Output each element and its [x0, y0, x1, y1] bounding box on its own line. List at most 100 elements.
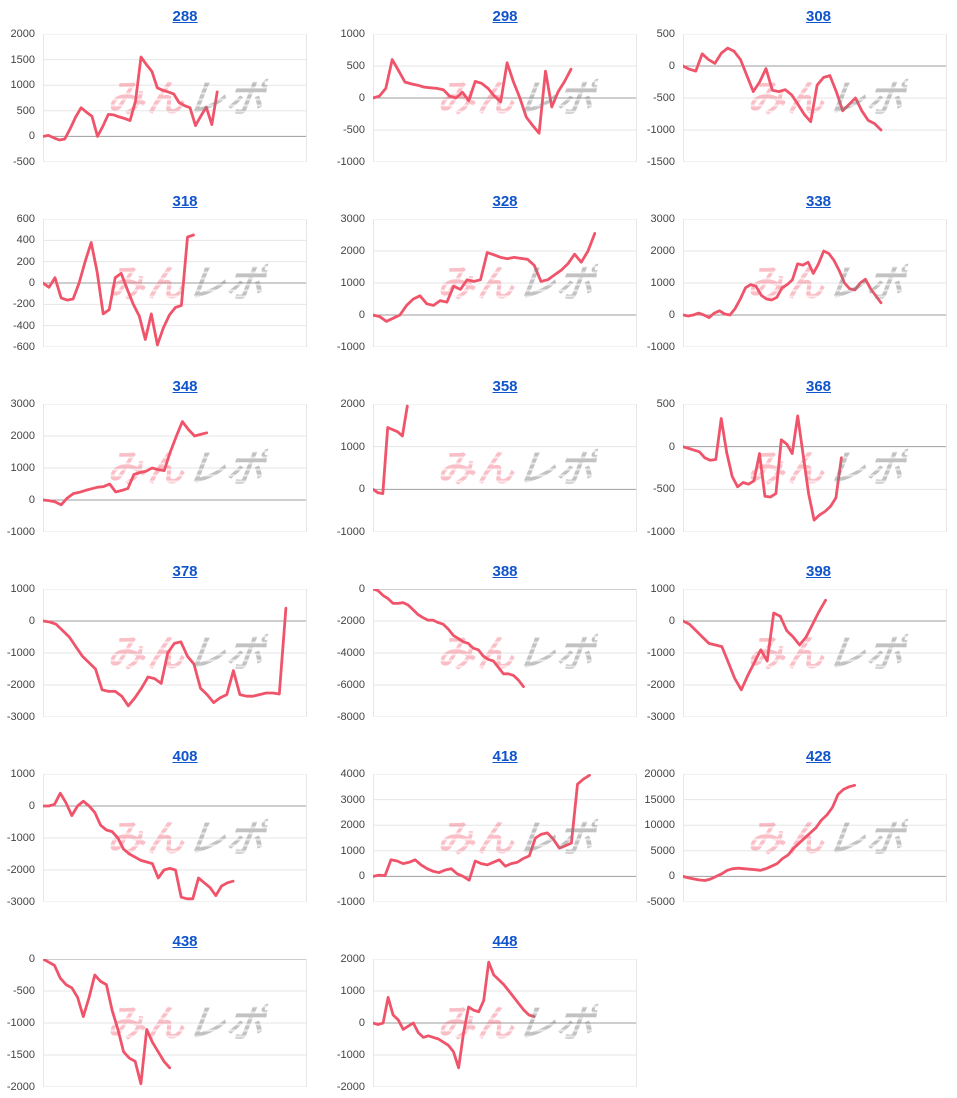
line-plot	[373, 589, 637, 717]
y-tick-label: -2000	[336, 1081, 365, 1093]
y-axis-labels: 2000 1000 0 -1000	[330, 398, 370, 538]
chart-cell-318: 318 600 400 200 0 -200 -400 -600 みんレポ	[0, 185, 330, 370]
chart-title-link-398[interactable]: 398	[805, 563, 832, 580]
chart-title-link-448[interactable]: 448	[492, 933, 518, 950]
y-tick-label: -1000	[646, 647, 675, 659]
data-series-line	[373, 960, 536, 1070]
y-tick-label: -2000	[646, 679, 675, 691]
line-plot	[43, 219, 307, 347]
data-series-line	[683, 249, 883, 319]
chart-title-link-318[interactable]: 318	[172, 193, 198, 210]
y-tick-label: -3000	[646, 711, 675, 723]
y-tick-label: -8000	[336, 711, 365, 723]
y-tick-label: -4000	[336, 647, 365, 659]
chart-title-link-418[interactable]: 418	[492, 748, 518, 765]
y-tick-label: 0	[668, 309, 675, 321]
chart-title-link-298[interactable]: 298	[492, 8, 518, 25]
chart-cell-448: 448 2000 1000 0 -1000 -2000 みんレポ	[330, 925, 640, 1098]
y-tick-label: -1000	[336, 526, 365, 538]
line-plot	[373, 34, 637, 162]
chart-title-link-428[interactable]: 428	[805, 748, 832, 765]
y-tick-label: -2000	[6, 864, 35, 876]
line-plot	[373, 959, 637, 1087]
line-plot	[683, 774, 947, 902]
chart-title-link-328[interactable]: 328	[492, 193, 518, 210]
y-tick-label: 1000	[650, 277, 675, 289]
y-tick-label: -500	[12, 985, 35, 997]
line-plot	[43, 589, 307, 717]
chart-title-link-348[interactable]: 348	[172, 378, 198, 395]
y-tick-label: -1000	[6, 526, 35, 538]
line-plot	[373, 404, 637, 532]
y-tick-label: -6000	[336, 679, 365, 691]
chart-cell-428: 428 20000 15000 10000 5000 0 -5000 みんレポ	[640, 740, 957, 925]
y-tick-label: -1500	[646, 156, 675, 168]
y-tick-label: -500	[12, 156, 35, 168]
y-axis-labels: 0 -500 -1000 -1500 -2000	[0, 953, 40, 1093]
y-tick-label: 1000	[340, 844, 365, 857]
line-plot	[683, 34, 947, 162]
y-tick-label: 2000	[340, 398, 365, 410]
y-tick-label: 0	[358, 583, 365, 595]
y-tick-label: 0	[358, 483, 365, 496]
y-tick-label: -500	[342, 124, 365, 136]
y-axis-labels: 600 400 200 0 -200 -400 -600	[0, 213, 40, 353]
y-tick-label: 3000	[10, 398, 35, 410]
y-tick-label: 3000	[340, 793, 365, 806]
line-plot	[43, 34, 307, 162]
y-axis-labels: 3000 2000 1000 0 -1000	[640, 213, 680, 353]
line-plot	[373, 774, 637, 902]
y-tick-label: -1000	[336, 156, 365, 168]
chart-cell-408: 408 1000 0 -1000 -2000 -3000 みんレポ	[0, 740, 330, 925]
chart-title-link-438[interactable]: 438	[172, 933, 198, 950]
y-axis-labels: 2000 1500 1000 500 0 -500	[0, 28, 40, 168]
y-tick-label: -600	[12, 341, 35, 353]
y-axis-labels: 1000 0 -1000 -2000 -3000	[0, 583, 40, 723]
y-tick-label: -1000	[646, 526, 675, 538]
chart-title-link-338[interactable]: 338	[805, 193, 832, 210]
chart-cell-348: 348 3000 2000 1000 0 -1000 みんレポ	[0, 370, 330, 555]
y-tick-label: 0	[28, 953, 35, 965]
y-tick-label: 0	[358, 309, 365, 321]
data-series-line	[43, 606, 288, 708]
chart-title-link-388[interactable]: 388	[492, 563, 518, 580]
y-tick-label: -500	[652, 92, 675, 104]
chart-title-link-408[interactable]: 408	[172, 748, 198, 765]
y-axis-labels: 20000 15000 10000 5000 0 -5000	[640, 768, 680, 908]
y-tick-label: -1000	[6, 1017, 35, 1029]
chart-title-link-358[interactable]: 358	[492, 378, 518, 395]
chart-cell-328: 328 3000 2000 1000 0 -1000 みんレポ	[330, 185, 640, 370]
chart-title-link-308[interactable]: 308	[805, 8, 832, 25]
y-tick-label: -1000	[6, 832, 35, 844]
chart-cell-438: 438 0 -500 -1000 -1500 -2000 みんレポ	[0, 925, 330, 1098]
y-axis-labels: 1000 500 0 -500 -1000	[330, 28, 370, 168]
y-tick-label: 2000	[340, 819, 365, 832]
line-plot	[43, 404, 307, 532]
y-tick-label: 0	[28, 615, 35, 627]
line-plot	[43, 774, 307, 902]
y-tick-label: 0	[28, 130, 35, 143]
chart-title-link-368[interactable]: 368	[805, 378, 832, 395]
y-tick-label: -1000	[646, 341, 675, 353]
y-tick-label: 400	[16, 234, 35, 247]
y-tick-label: -1000	[336, 1049, 365, 1061]
y-tick-label: 20000	[644, 768, 675, 780]
data-series-line	[373, 404, 409, 495]
chart-cell-388: 388 0 -2000 -4000 -6000 -8000 みんレポ	[330, 555, 640, 740]
y-tick-label: 500	[656, 28, 675, 40]
y-tick-label: 5000	[650, 844, 675, 857]
y-axis-labels: 1000 0 -1000 -2000 -3000	[0, 768, 40, 908]
data-series-line	[43, 233, 195, 347]
y-tick-label: 0	[28, 494, 35, 506]
chart-title-link-378[interactable]: 378	[172, 563, 198, 580]
data-series-line	[43, 959, 172, 1086]
y-tick-label: 0	[668, 440, 675, 453]
y-tick-label: 0	[668, 870, 675, 883]
y-tick-label: 1000	[340, 440, 365, 453]
y-axis-labels: 500 0 -500 -1000 -1500	[640, 28, 680, 168]
y-tick-label: 0	[668, 615, 675, 627]
y-tick-label: -2000	[6, 679, 35, 691]
chart-title-link-288[interactable]: 288	[172, 8, 198, 25]
chart-cell-378: 378 1000 0 -1000 -2000 -3000 みんレポ	[0, 555, 330, 740]
